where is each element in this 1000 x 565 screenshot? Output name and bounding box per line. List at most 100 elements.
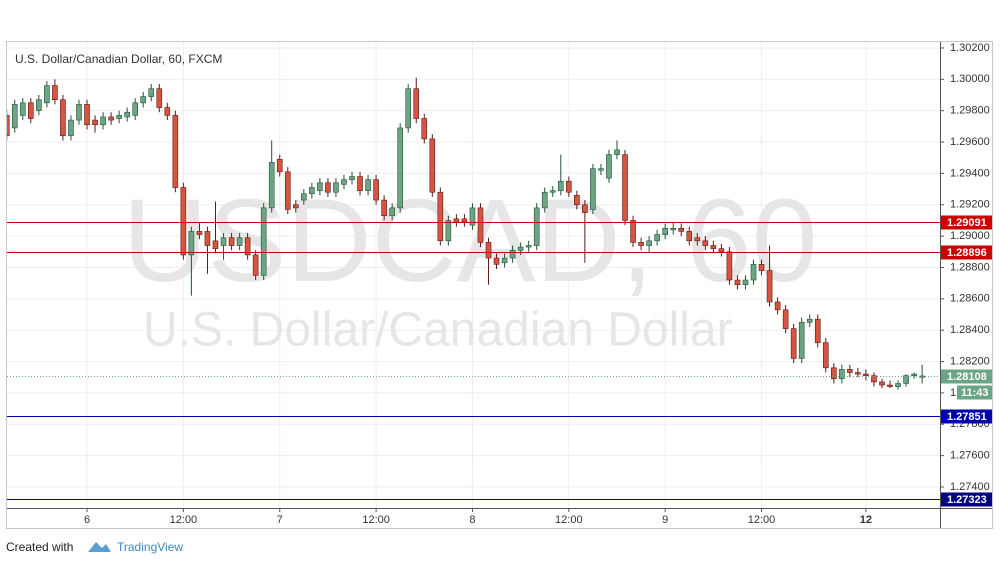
price-label: 1.27323 xyxy=(947,494,987,506)
candle-body xyxy=(863,373,869,376)
candle-body xyxy=(397,127,403,209)
frame xyxy=(6,41,993,529)
candle-body xyxy=(847,369,853,373)
candle-body xyxy=(606,154,612,179)
price-label: 1.27851 xyxy=(947,411,987,423)
candle-body xyxy=(566,180,572,193)
x-tick-label: 12:00 xyxy=(170,514,198,526)
footer-brand[interactable]: TradingView xyxy=(117,540,183,554)
candle-body xyxy=(654,234,660,242)
candle-body xyxy=(630,220,636,243)
candle-body xyxy=(188,231,195,256)
candle-body xyxy=(839,369,845,380)
candle-body xyxy=(325,182,331,193)
watermark: USDCAD, 60 U.S. Dollar/Canadian Dollar xyxy=(122,175,817,357)
candle-body xyxy=(244,237,251,256)
candle-body xyxy=(702,240,709,246)
candle-body xyxy=(686,231,693,242)
candle-body xyxy=(710,245,717,249)
candle-body xyxy=(172,115,179,188)
candle-body xyxy=(694,237,701,242)
candle-body xyxy=(421,118,428,140)
price-label: 1.28896 xyxy=(947,247,987,259)
candle-body xyxy=(341,179,347,185)
candle-body xyxy=(140,96,147,104)
x-tick-label: 7 xyxy=(277,514,283,526)
candle-body xyxy=(453,218,460,223)
candle-body xyxy=(646,240,652,246)
candle-body xyxy=(541,191,548,209)
countdown-box xyxy=(957,385,992,400)
candle-body xyxy=(758,264,765,271)
candle-body xyxy=(598,168,604,171)
candle-body xyxy=(782,309,789,329)
y-tick-label: 1.28800 xyxy=(950,261,990,273)
candle-body xyxy=(116,115,122,119)
y-tick-label: 1.29400 xyxy=(950,167,990,179)
candle-body xyxy=(790,328,797,359)
candle-body xyxy=(108,116,114,121)
candle-body xyxy=(574,195,580,206)
candle-body xyxy=(590,168,596,210)
candle-body xyxy=(718,248,725,253)
candle-body xyxy=(501,257,508,264)
candle-body xyxy=(493,257,500,265)
candle-body xyxy=(212,240,219,249)
candle-body xyxy=(84,104,90,126)
candle-body xyxy=(164,107,171,116)
x-tick-label: 6 xyxy=(84,514,90,526)
candle-body xyxy=(260,207,267,276)
y-tick-label: 1.28400 xyxy=(950,324,990,336)
candle-body xyxy=(517,246,524,251)
candle-body xyxy=(413,88,420,119)
candle-body xyxy=(670,227,677,231)
candle-body xyxy=(333,182,339,193)
candle-body xyxy=(60,99,66,137)
x-tick-label: 12:00 xyxy=(748,514,776,526)
price-label: 1.28108 xyxy=(947,371,987,383)
countdown: 11:43 xyxy=(961,387,989,399)
candle-body xyxy=(662,227,668,235)
candle-body xyxy=(549,190,556,193)
y-tick-label: 1.29200 xyxy=(950,199,990,211)
candle-body xyxy=(887,384,893,387)
candle-body xyxy=(806,318,813,323)
candle-body xyxy=(911,373,917,376)
y-tick-label: 1.27400 xyxy=(950,481,990,493)
y-tick-label: 1.27600 xyxy=(950,450,990,462)
y-tick-label: 1.28600 xyxy=(950,293,990,305)
candle-body xyxy=(180,187,187,256)
candle-body xyxy=(365,179,371,191)
candle-body xyxy=(204,231,211,246)
candle-body xyxy=(156,88,163,108)
y-tick-label: 1.30000 xyxy=(950,73,990,85)
x-tick-label: 12:00 xyxy=(362,514,390,526)
candle-body xyxy=(349,176,355,180)
x-tick-label: 12 xyxy=(860,514,872,526)
candle-body xyxy=(132,102,138,116)
candle-body xyxy=(533,207,540,246)
chart-title: U.S. Dollar/Canadian Dollar, 60, FXCM xyxy=(15,52,222,66)
candle-body xyxy=(509,249,516,259)
candle-body xyxy=(879,381,885,386)
x-tick-label: 8 xyxy=(469,514,475,526)
candle-body xyxy=(445,220,452,242)
price-label-box xyxy=(941,369,992,384)
candle-body xyxy=(798,322,805,359)
price-label-box xyxy=(941,409,992,424)
candle-body xyxy=(309,187,315,195)
price-label: 1.29091 xyxy=(947,217,987,229)
candle-body xyxy=(292,204,299,209)
y-tick-label: 1.29000 xyxy=(950,230,990,242)
candle-body xyxy=(469,207,476,226)
candle-body xyxy=(461,218,468,223)
y-tick-label: 1.30200 xyxy=(950,42,990,54)
candle-body xyxy=(236,237,243,246)
candle-body xyxy=(317,182,323,191)
candle-body xyxy=(76,104,82,121)
candle-body xyxy=(100,116,106,126)
price-label-box xyxy=(941,215,992,230)
candle-body xyxy=(871,375,877,383)
price-label-box xyxy=(941,245,992,260)
candle-body xyxy=(276,158,283,173)
